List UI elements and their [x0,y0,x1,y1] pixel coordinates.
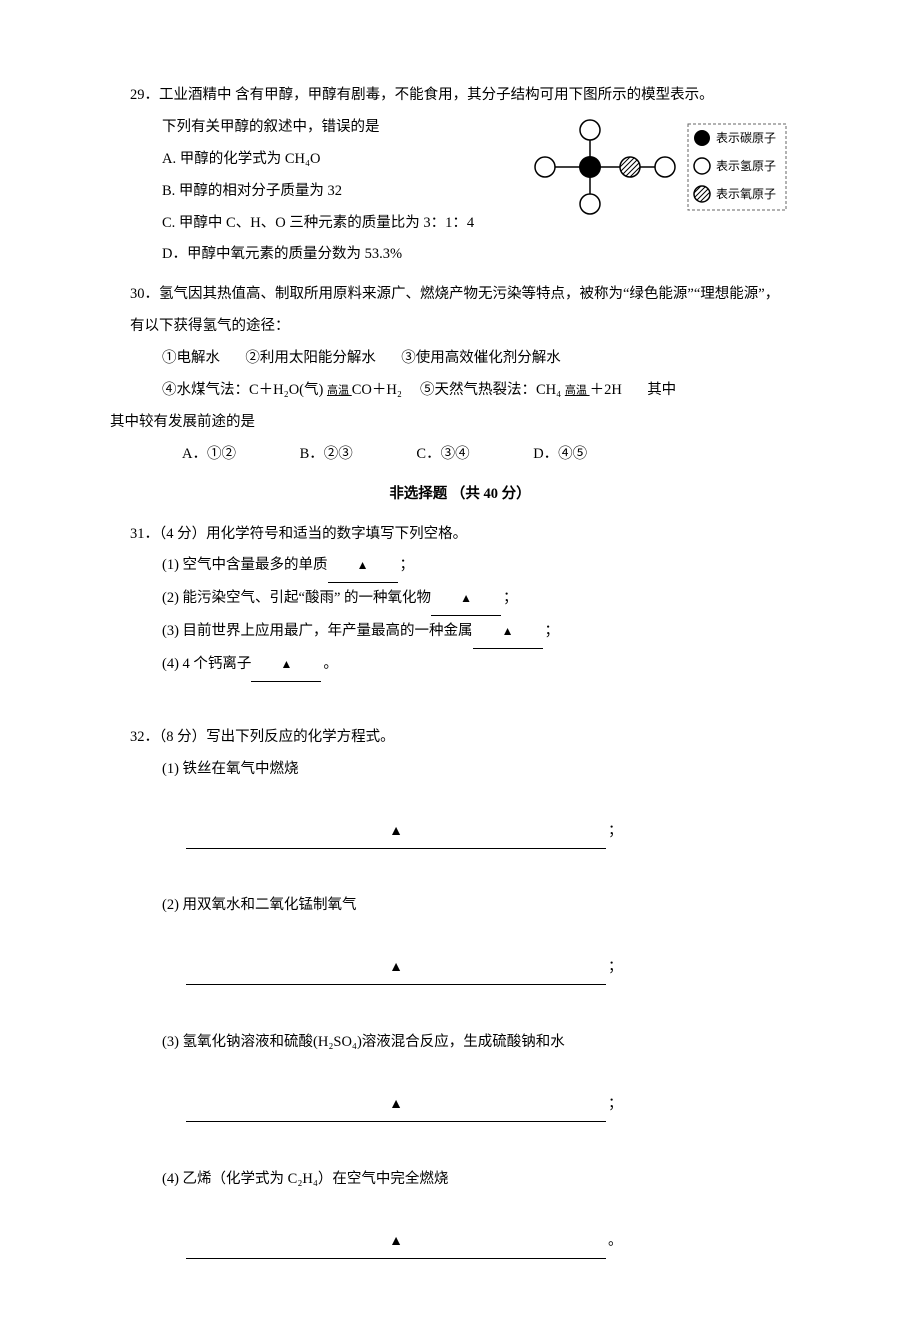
q30-tail-inline: 其中 [647,382,676,398]
q29-stem: ．工业酒精中 含有甲醇，甲醇有剧毒，不能食用，其分子结构可用下图所示的模型表示。 [145,87,714,103]
q29-number: 29 [130,87,145,103]
q32-number: 32 [130,729,145,745]
legend-oxygen: 表示氧原子 [716,187,776,201]
q32-blank4: ▲ [186,1226,606,1259]
question-32: 32．（8 分）写出下列反应的化学方程式。 (1) 铁丝在氧气中燃烧 ▲； (2… [130,722,790,1269]
q32-p3: (3) 氢氧化钠溶液和硫酸(H₂SO₄)溶液混合反应，生成硫酸钠和水 [130,1027,790,1059]
q32-p2: (2) 用双氧水和二氧化锰制氧气 [130,890,790,922]
methanol-diagram: 表示碳原子 表示氢原子 表示氧原子 [530,112,790,222]
q31-p1: (1) 空气中含量最多的单质 [162,557,328,573]
molecule-icon [535,120,675,214]
legend-carbon: 表示碳原子 [716,131,776,145]
q32-blank3: ▲ [186,1089,606,1122]
q31-semi1: ； [400,557,415,573]
question-29: 29．工业酒精中 含有甲醇，甲醇有剧毒，不能食用，其分子结构可用下图所示的模型表… [130,80,790,271]
q30-stem: ．氢气因其热值高、制取所用原料来源广、燃烧产物无污染等特点，被称为“绿色能源”“… [130,286,779,334]
q32-semi2: ； [608,959,623,975]
q31-stem: ．（4 分）用化学符号和适当的数字填写下列空格。 [145,526,468,542]
q32-semi1: ； [608,823,623,839]
q30-cond2: 高温 [565,385,590,397]
q32-blank1: ▲ [186,816,606,849]
legend-hydrogen: 表示氢原子 [716,158,776,173]
q31-blank1: ▲ [328,550,398,583]
q30-cond1: 高温 [327,385,352,397]
q31-p2: (2) 能污染空气、引起“酸雨” 的一种氧化物 [162,590,431,606]
question-31: 31．（4 分）用化学符号和适当的数字填写下列空格。 (1) 空气中含量最多的单… [130,519,790,682]
q30-optC: C．③④ [416,439,469,471]
q30-m2: ②利用太阳能分解水 [245,350,376,366]
q30-m5b: ＋2H [590,382,622,398]
q30-m3: ③使用高效催化剂分解水 [401,350,561,366]
q31-period: 。 [323,656,338,672]
q30-optB: B．②③ [300,439,353,471]
q30-optA: A．①② [182,439,236,471]
q30-optD: D．④⑤ [533,439,587,471]
q30-m4b: CO＋H₂ [352,382,402,398]
q29-diagram-wrap: 表示碳原子 表示氢原子 表示氧原子 [530,112,790,222]
q29-stem-row: 29．工业酒精中 含有甲醇，甲醇有剧毒，不能食用，其分子结构可用下图所示的模型表… [130,80,790,112]
q31-semi3: ； [545,623,560,639]
q31-blank4: ▲ [251,649,321,682]
q32-blank2: ▲ [186,952,606,985]
q31-p3: (3) 目前世界上应用最广，年产量最高的一种金属 [162,623,473,639]
q32-p1: (1) 铁丝在氧气中燃烧 [130,754,790,786]
q31-number: 31 [130,526,145,542]
q31-blank2: ▲ [431,583,501,616]
q29-optD: D．甲醇中氧元素的质量分数为 53.3% [130,239,790,271]
legend-box: 表示碳原子 表示氢原子 表示氧原子 [688,124,786,210]
q30-m4a: ④水煤气法：C＋H₂O(气) [162,382,327,398]
q32-period: 。 [608,1233,623,1249]
question-30: 30．氢气因其热值高、制取所用原料来源广、燃烧产物无污染等特点，被称为“绿色能源… [130,279,790,470]
q31-blank3: ▲ [473,616,543,649]
q32-stem: ．（8 分）写出下列反应的化学方程式。 [145,729,395,745]
q31-semi2: ； [503,590,518,606]
q31-p4: (4) 4 个钙离子 [162,656,251,672]
q30-m1: ①电解水 [162,350,220,366]
section2-title: 非选择题 （共 40 分） [130,479,790,511]
q30-number: 30 [130,286,145,302]
q30-tail: 其中较有发展前途的是 [110,407,790,439]
q32-p4: (4) 乙烯（化学式为 C₂H₄）在空气中完全燃烧 [130,1164,790,1196]
q30-m5a: ⑤天然气热裂法：CH₄ [420,382,565,398]
q32-semi3: ； [608,1096,623,1112]
